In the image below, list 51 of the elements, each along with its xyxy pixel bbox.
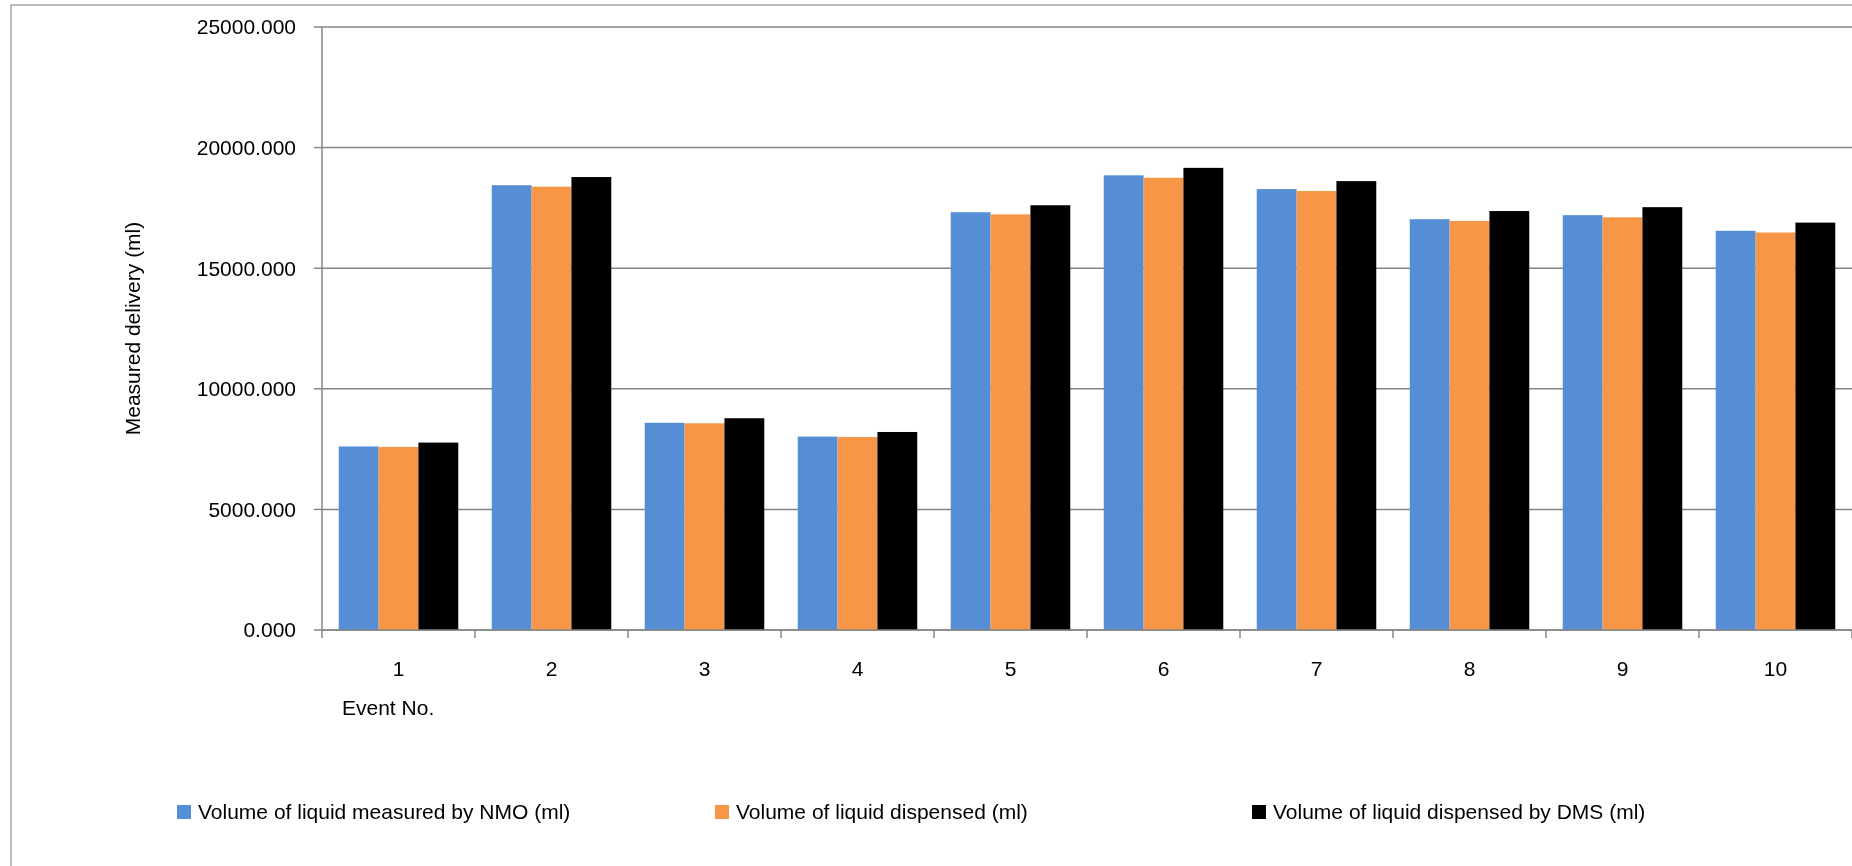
bar [1449,220,1490,630]
x-tick-label: 5 [1004,657,1017,680]
y-tick-label: 25000.000 [196,15,296,39]
bar [1103,175,1144,630]
bar [990,214,1031,630]
bar [571,177,612,630]
bar [1296,191,1337,630]
bar [531,186,572,630]
bar [950,212,991,630]
bar [837,437,878,630]
x-tick-label: 3 [698,657,711,680]
x-tick-label: 7 [1310,657,1323,680]
y-tick-label: 15000.000 [196,256,296,280]
bar [1409,219,1450,630]
legend-label: Volume of liquid measured by NMO (ml) [198,800,571,824]
bar [1336,181,1377,630]
x-tick-label: 9 [1616,657,1629,680]
x-tick-label: 8 [1463,657,1476,680]
bar [1602,217,1643,630]
y-tick-label: 5000.000 [208,497,296,521]
bar [418,442,459,630]
y-axis-title: Measured delivery (ml) [121,221,144,436]
bar [1642,207,1683,630]
bar [1183,167,1224,630]
bar [1755,232,1796,630]
x-tick-label: 1 [392,657,405,680]
bar [338,446,379,630]
y-tick-label: 0.000 [243,618,296,642]
bar [491,185,532,630]
x-axis-title: Event No. [342,696,435,719]
bar [1795,222,1836,630]
bar [1489,211,1530,630]
y-tick-label: 10000.000 [196,377,296,401]
bar [378,446,419,630]
bar [877,431,918,630]
bar [1562,215,1603,630]
bar [724,418,765,630]
bar [1143,177,1184,630]
legend-label: Volume of liquid dispensed by DMS (ml) [1273,800,1646,824]
bar [1256,189,1297,630]
bar [644,422,685,630]
x-tick-label: 2 [545,657,558,680]
bar [1715,230,1756,630]
bar [684,423,725,630]
bar [1030,205,1071,630]
x-tick-label: 10 [1763,657,1788,680]
legend-label: Volume of liquid dispensed (ml) [736,800,1028,824]
y-tick-label: 20000.000 [196,135,296,159]
x-tick-label: 4 [851,657,864,680]
bar [797,436,838,630]
x-tick-label: 6 [1157,657,1170,680]
